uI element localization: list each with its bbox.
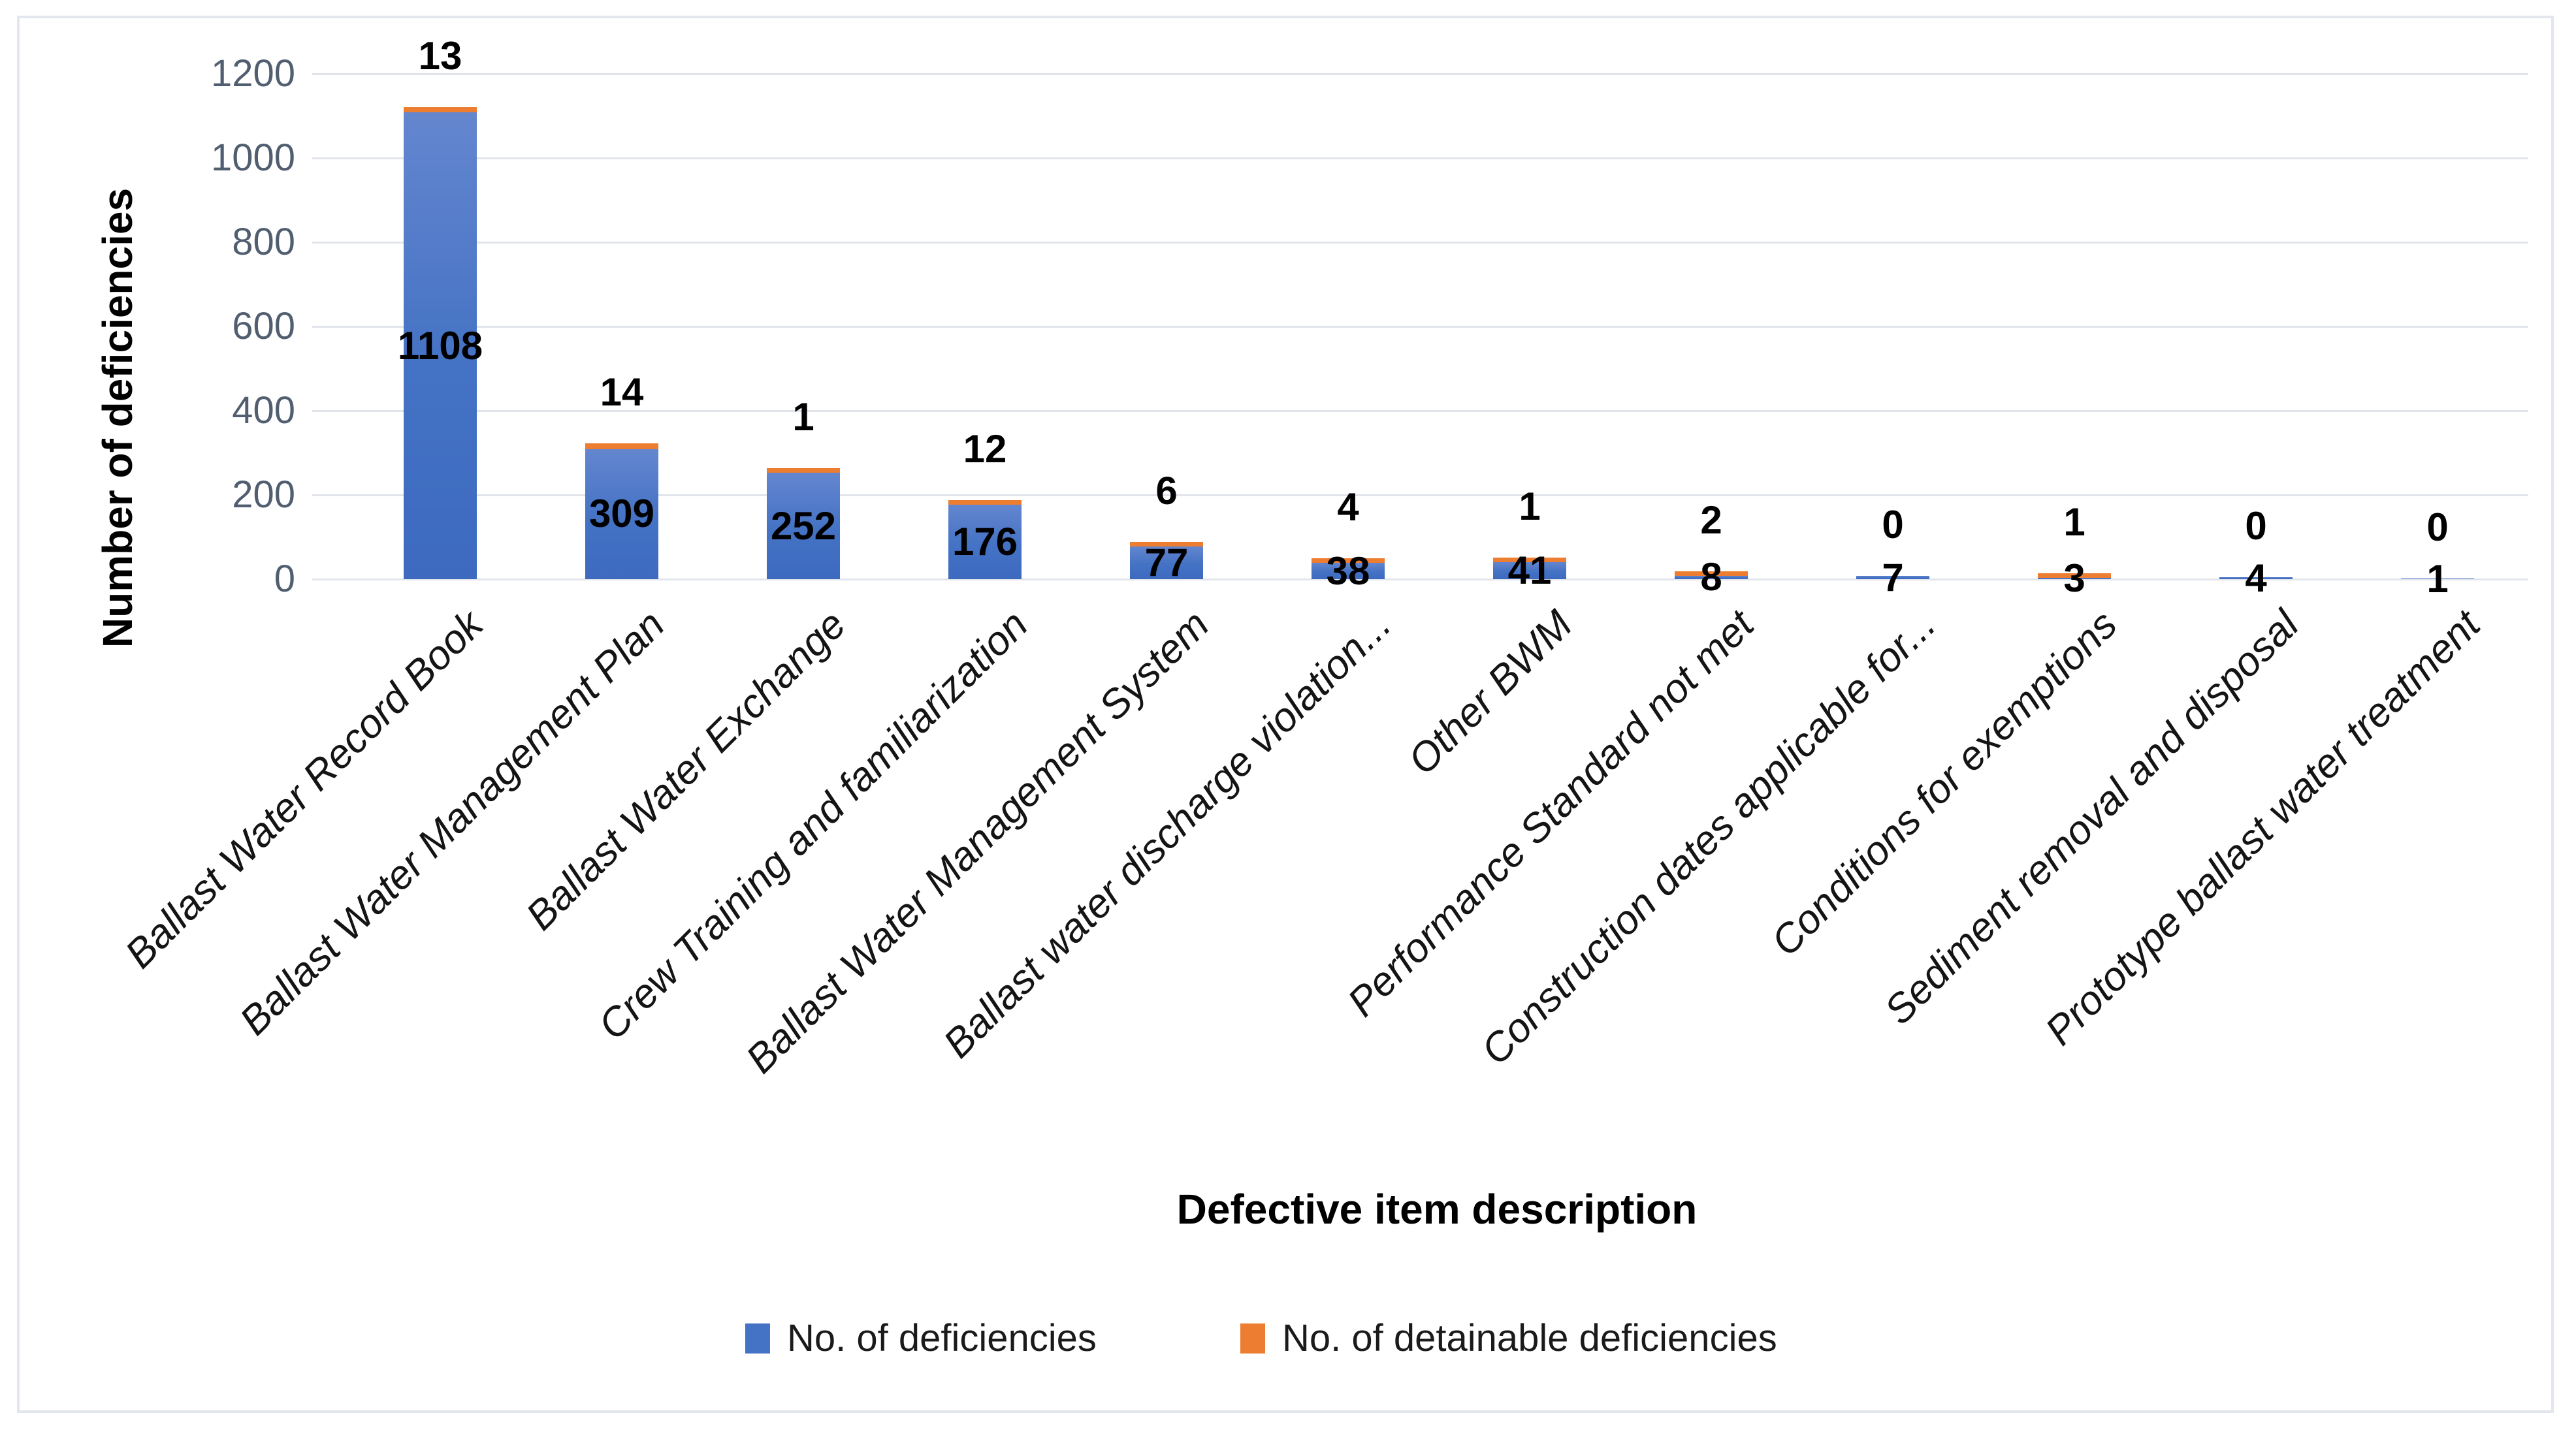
legend-item-detainable: No. of detainable deficiencies [1240,1316,1777,1361]
bar-deficiencies [2401,578,2474,580]
y-tick-label-0: 0 [274,558,295,600]
legend-label: No. of detainable deficiencies [1282,1317,1777,1359]
y-tick-400 [312,409,349,412]
category-label: Other BWM [1400,602,1581,784]
gridline-200 [349,494,2528,496]
data-label-deficiencies: 77 [1144,541,1189,585]
data-label-deficiencies: 8 [1700,555,1722,599]
gridline-400 [349,409,2528,412]
legend-label: No. of deficiencies [787,1317,1097,1359]
data-label-deficiencies: 7 [1882,555,1904,599]
bar-detainable-deficiencies [948,499,1022,505]
y-axis-title: Number of deficiencies [94,187,141,648]
y-tick-label-800: 800 [232,221,295,263]
data-label-deficiencies: 1108 [397,323,483,368]
gridline-600 [349,325,2528,328]
data-label-deficiencies: 38 [1326,548,1370,593]
data-label-detainable: 1 [1519,484,1541,528]
gridline-800 [349,241,2528,244]
data-label-detainable: 12 [963,426,1007,471]
bar-deficiencies [1130,546,1203,579]
data-label-deficiencies: 252 [770,503,837,548]
bar-detainable-deficiencies [767,468,840,473]
category-label: Ballast Water Record Book [116,602,492,977]
data-label-detainable: 1 [792,395,814,439]
gridline-1200 [349,72,2528,75]
gridline-1000 [349,157,2528,159]
data-label-deficiencies: 4 [2245,556,2267,600]
bar-detainable-deficiencies [404,106,477,113]
bar-deficiencies [1493,562,1566,579]
category-label: Ballast Water Exchange [517,602,855,939]
bar-detainable-deficiencies [1493,557,1566,562]
y-tick-1000 [312,157,349,159]
data-label-detainable: 0 [1882,503,1904,547]
gridline-0 [349,578,2528,580]
y-tick-label-1000: 1000 [210,136,295,179]
bar-deficiencies [2038,578,2111,579]
data-label-detainable: 14 [600,370,644,414]
bar-detainable-deficiencies [1675,571,1748,576]
data-label-detainable: 6 [1155,469,1178,513]
bar-detainable-deficiencies [1130,542,1203,547]
data-label-detainable: 2 [1700,498,1722,542]
legend-item-deficiencies: No. of deficiencies [745,1316,1097,1361]
y-tick-label-200: 200 [232,473,295,516]
data-label-detainable: 4 [1337,485,1359,530]
data-label-detainable: 13 [418,33,462,78]
legend-marker-icon [1240,1323,1265,1354]
category-label: Conditions for exemptions [1763,602,2126,965]
data-label-deficiencies: 41 [1507,548,1552,592]
data-label-deficiencies: 1 [2426,556,2449,601]
bar-deficiencies [767,473,840,579]
data-label-detainable: 0 [2245,504,2267,548]
bar-detainable-deficiencies [2038,573,2111,578]
y-tick-200 [312,494,349,496]
y-tick-800 [312,241,349,244]
y-tick-label-600: 600 [232,305,295,347]
bar-deficiencies [2219,577,2293,579]
bar-deficiencies [585,449,658,579]
y-tick-0 [312,578,349,580]
bar-deficiencies [948,505,1022,579]
y-tick-1200 [312,72,349,75]
data-label-detainable: 1 [2063,500,2085,545]
data-label-deficiencies: 176 [952,520,1018,564]
y-tick-label-1200: 1200 [210,52,295,95]
y-tick-label-400: 400 [232,389,295,432]
bar-detainable-deficiencies [1312,558,1385,563]
y-tick-600 [312,325,349,328]
bar-deficiencies [1856,576,1929,579]
bar-detainable-deficiencies [585,443,658,449]
legend-marker-icon [745,1323,770,1354]
bar-deficiencies [404,112,477,579]
bar-deficiencies [1312,563,1385,579]
data-label-detainable: 0 [2426,505,2449,550]
data-label-deficiencies: 3 [2063,556,2085,601]
bar-deficiencies [1675,575,1748,579]
data-label-deficiencies: 309 [588,492,655,536]
x-axis-title: Defective item description [1176,1186,1698,1233]
